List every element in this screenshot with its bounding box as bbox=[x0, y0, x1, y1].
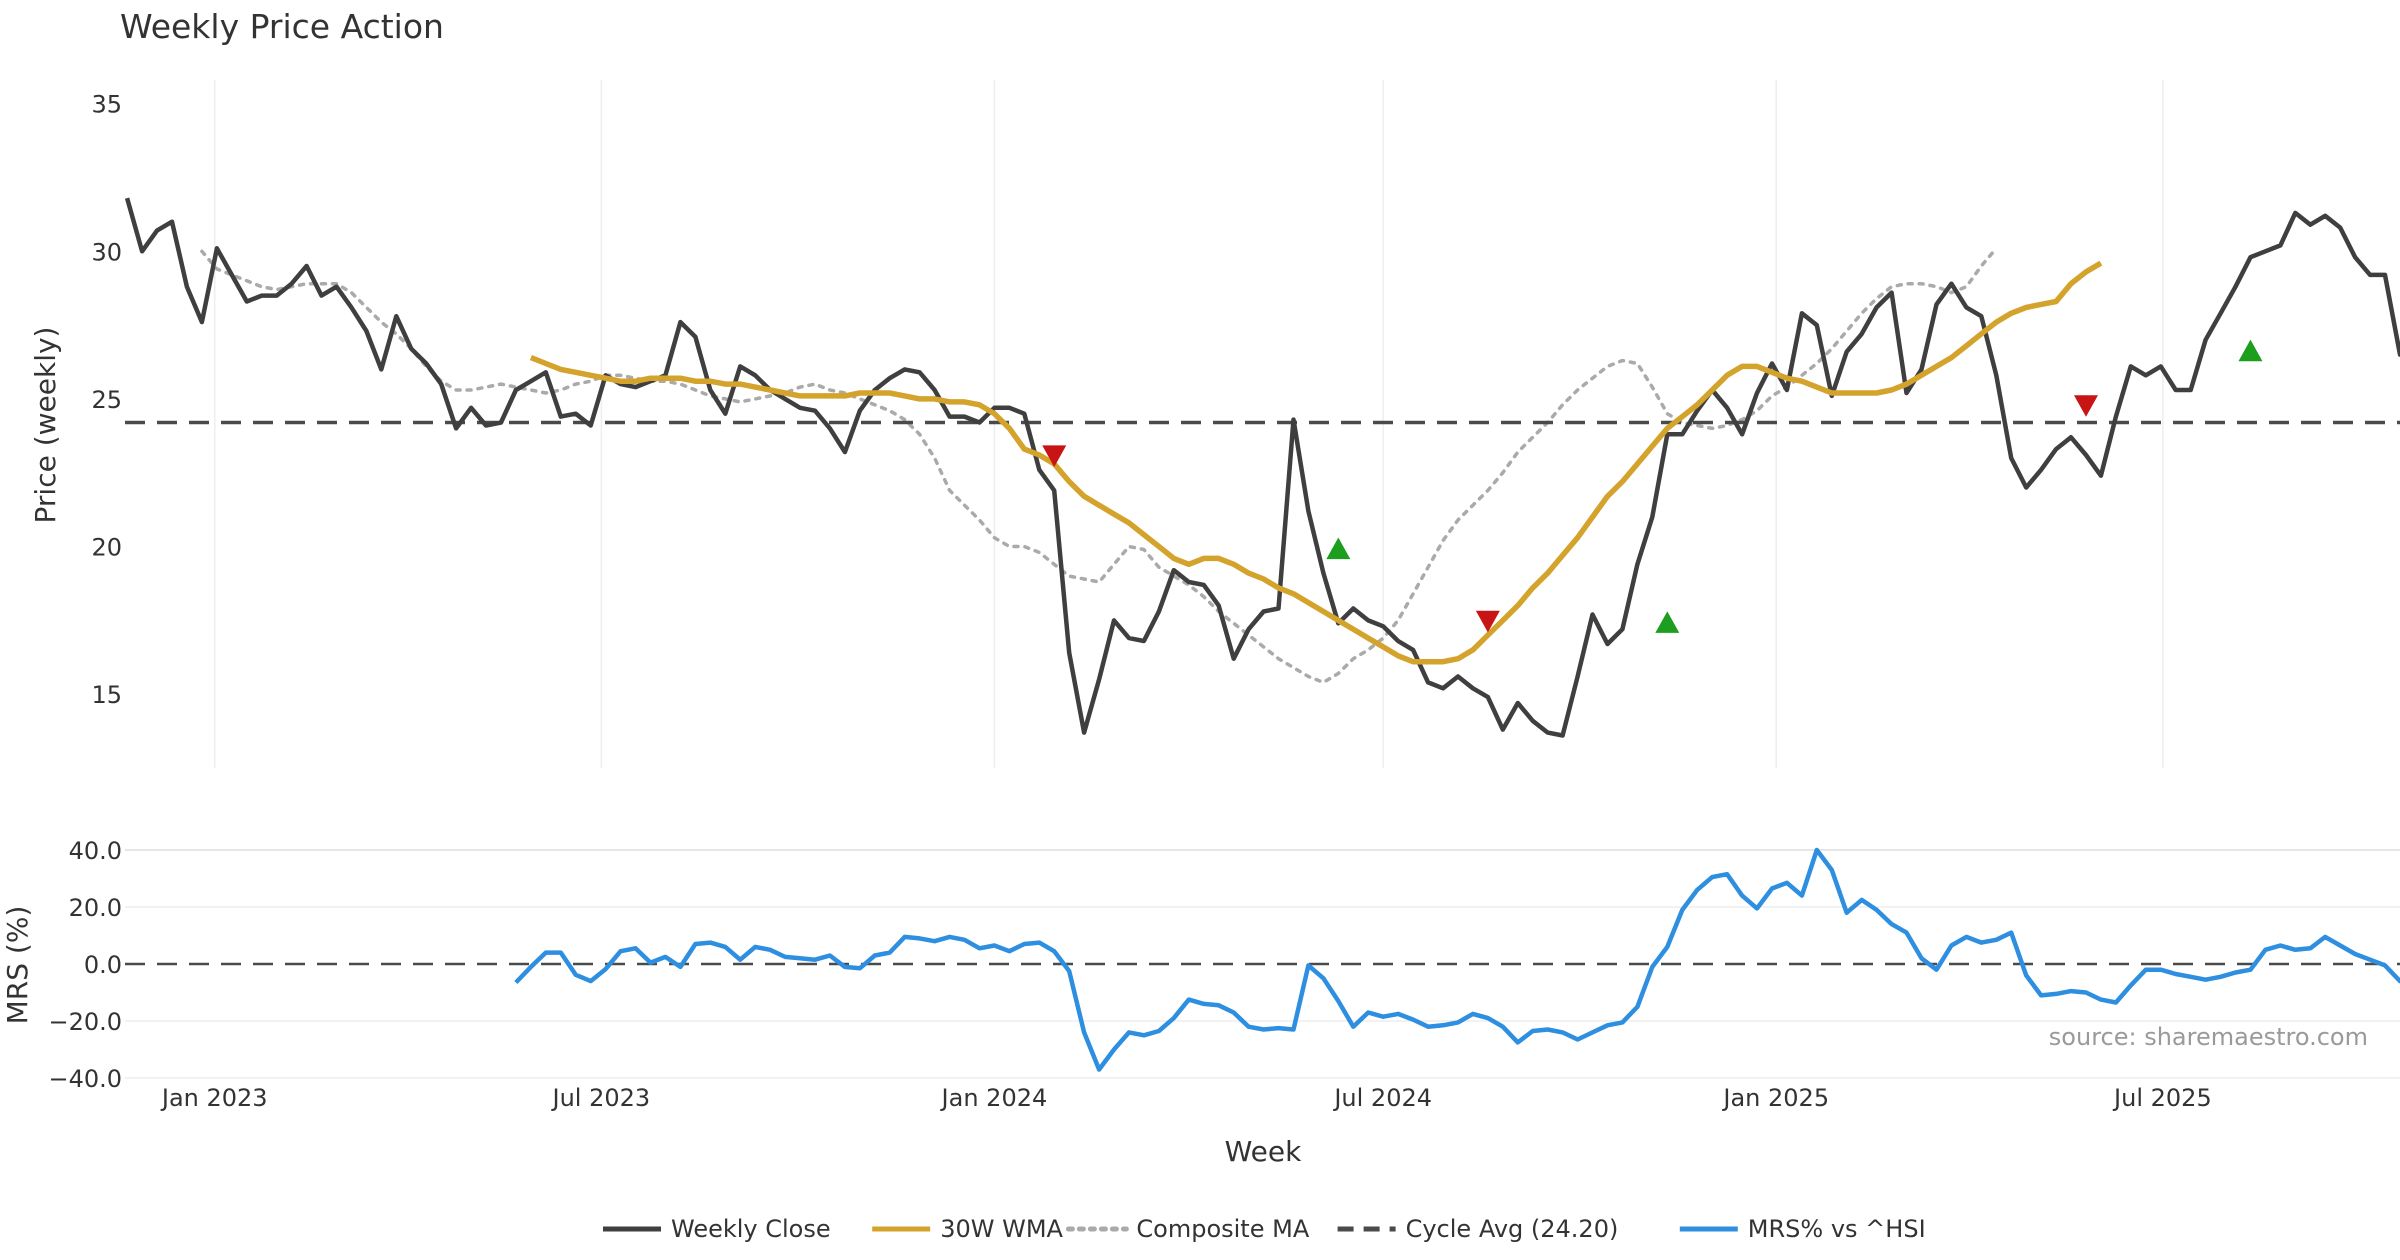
source-credit: source: sharemaestro.com bbox=[2049, 1023, 2368, 1051]
price-y-axis: 15 20 25 30 35 bbox=[91, 91, 122, 710]
sell-signal-marker bbox=[2073, 395, 2098, 417]
weekly-close-line bbox=[124, 197, 2400, 738]
x-tick-label: Jul 2024 bbox=[1332, 1084, 1432, 1112]
mrs-grid bbox=[125, 849, 2400, 1079]
x-tick-label: Jan 2023 bbox=[160, 1084, 268, 1112]
mrs-line bbox=[514, 847, 2400, 1072]
sell-signal-marker bbox=[1042, 445, 1067, 468]
mrs-y-tick-label: −40.0 bbox=[48, 1065, 122, 1093]
x-axis: Jan 2023 Jul 2023 Jan 2024 Jul 2024 Jan 2025… bbox=[160, 1084, 2212, 1112]
buy-signal-marker bbox=[1326, 537, 1351, 560]
x-tick-label: Jul 2023 bbox=[551, 1084, 651, 1112]
price-y-tick-label: 35 bbox=[91, 91, 122, 119]
signal-markers bbox=[1042, 339, 2263, 633]
legend-label: Composite MA bbox=[1136, 1215, 1309, 1243]
legend-label: 30W WMA bbox=[940, 1215, 1063, 1243]
mrs-y-tick-label: 40.0 bbox=[69, 837, 122, 865]
legend-item-mrs: MRS% vs ^HSI bbox=[1679, 1215, 1926, 1243]
mrs-y-axis-title: MRS (%) bbox=[1, 906, 34, 1025]
wma-30w-line bbox=[529, 260, 2103, 665]
price-series-layer bbox=[124, 197, 2400, 738]
mrs-y-axis: 40.0 20.0 0.0 −20.0 −40.0 bbox=[48, 837, 122, 1093]
price-y-axis-title: Price (weekly) bbox=[29, 327, 62, 524]
x-axis-title: Week bbox=[1225, 1135, 1302, 1168]
price-y-tick-label: 30 bbox=[91, 238, 122, 266]
mrs-panel: 40.0 20.0 0.0 −20.0 −40.0 MRS (%) source: sh… bbox=[1, 837, 2400, 1093]
mrs-series-layer bbox=[125, 847, 2400, 1072]
price-y-tick-label: 15 bbox=[91, 681, 122, 709]
legend-label: Weekly Close bbox=[671, 1215, 831, 1243]
x-tick-label: Jan 2024 bbox=[940, 1084, 1048, 1112]
buy-signal-marker bbox=[2238, 339, 2263, 362]
sell-signal-marker bbox=[1475, 610, 1500, 633]
price-y-tick-label: 20 bbox=[91, 534, 122, 562]
legend-label: MRS% vs ^HSI bbox=[1748, 1215, 1926, 1243]
chart-title: Weekly Price Action bbox=[120, 7, 444, 46]
legend-item-wma: 30W WMA bbox=[872, 1215, 1064, 1243]
price-y-tick-label: 25 bbox=[91, 386, 122, 414]
mrs-y-tick-label: −20.0 bbox=[48, 1008, 122, 1036]
price-panel: 15 20 25 30 35 Price (weekly) bbox=[29, 80, 2400, 768]
x-tick-label: Jan 2025 bbox=[1721, 1084, 1829, 1112]
legend-label: Cycle Avg (24.20) bbox=[1406, 1215, 1619, 1243]
legend-item-cycle: Cycle Avg (24.20) bbox=[1337, 1215, 1619, 1243]
legend: Weekly Close 30W WMA Composite MA Cycle Avg… bbox=[603, 1215, 1926, 1243]
legend-item-close: Weekly Close bbox=[603, 1215, 831, 1243]
composite-ma-line bbox=[200, 246, 1999, 685]
buy-signal-marker bbox=[1655, 611, 1680, 633]
x-tick-label: Jul 2025 bbox=[2112, 1084, 2212, 1112]
legend-item-composite: Composite MA bbox=[1065, 1215, 1310, 1243]
mrs-y-tick-label: 0.0 bbox=[84, 951, 122, 979]
mrs-y-tick-label: 20.0 bbox=[69, 894, 122, 922]
